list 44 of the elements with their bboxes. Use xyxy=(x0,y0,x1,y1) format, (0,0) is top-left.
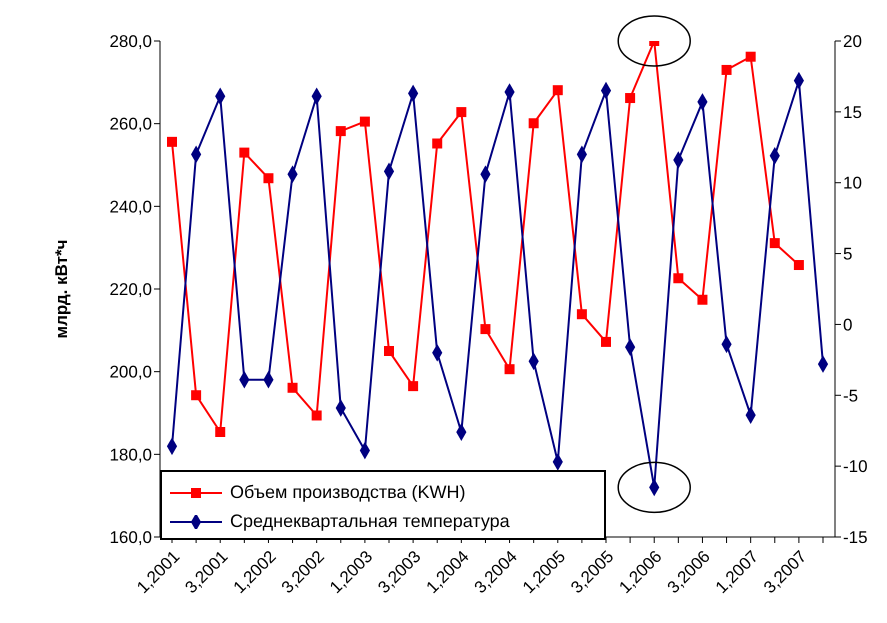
y-axis-title: млрд. кВт*ч xyxy=(52,240,72,338)
point xyxy=(191,390,202,400)
y-tick-label: 160,0 xyxy=(109,528,152,548)
point xyxy=(697,294,708,305)
legend-label: Объем производства (KWH) xyxy=(230,481,466,504)
point xyxy=(336,126,346,136)
point xyxy=(673,273,684,284)
y2-tick-label: -15 xyxy=(843,528,868,548)
point xyxy=(576,309,587,320)
y2-tick-label: -5 xyxy=(843,386,858,406)
point xyxy=(167,136,177,147)
point xyxy=(601,336,611,347)
point xyxy=(794,260,804,270)
y2-tick-label: 0 xyxy=(843,315,852,334)
point xyxy=(552,85,563,96)
y-tick-label: 180,0 xyxy=(109,445,152,464)
point xyxy=(239,148,250,158)
y-tick-label: 220,0 xyxy=(109,280,152,300)
point xyxy=(625,93,636,104)
point xyxy=(215,427,226,438)
point xyxy=(746,52,756,62)
y-tick-label: 200,0 xyxy=(109,362,152,382)
point xyxy=(770,238,780,248)
point xyxy=(360,116,370,127)
legend-label: Среднеквартальная температура xyxy=(230,510,510,533)
y2-tick-label: 20 xyxy=(843,32,862,52)
y2-tick-label: -10 xyxy=(843,457,868,476)
point xyxy=(312,410,322,420)
y-tick-label: 240,0 xyxy=(109,197,152,216)
y2-tick-label: 5 xyxy=(843,244,852,264)
point xyxy=(504,364,515,374)
point xyxy=(456,107,466,118)
point xyxy=(480,324,490,334)
point xyxy=(384,346,394,356)
point xyxy=(263,173,274,184)
y-tick-label: 260,0 xyxy=(109,114,152,134)
point xyxy=(722,64,732,75)
y2-tick-label: 15 xyxy=(843,102,862,122)
y-tick-label: 280,0 xyxy=(109,32,152,52)
point xyxy=(528,118,539,128)
y2-tick-label: 10 xyxy=(843,174,862,193)
point xyxy=(408,381,418,392)
point xyxy=(432,138,442,149)
point xyxy=(288,382,298,393)
